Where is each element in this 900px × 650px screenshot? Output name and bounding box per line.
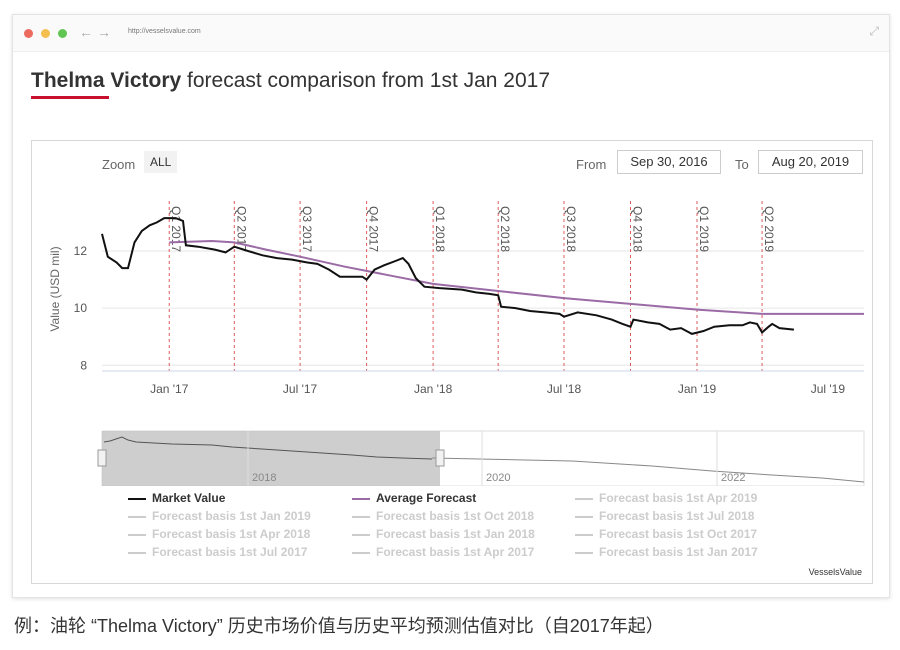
quarter-marker-label: Q2 2017	[234, 206, 248, 252]
quarter-marker-label: Q3 2017	[300, 206, 314, 252]
legend-label: Forecast basis 1st Apr 2018	[152, 527, 311, 541]
x-tick-label: Jul '19	[811, 382, 846, 396]
legend-line-icon	[128, 497, 146, 500]
navigator-label: 2018	[252, 472, 276, 484]
minimize-window-dot[interactable]	[41, 29, 50, 38]
legend-line-icon	[352, 497, 370, 500]
navigator-series	[103, 436, 433, 460]
x-tick-label: Jan '18	[414, 382, 453, 396]
y-tick-label: 12	[74, 244, 88, 258]
x-tick-label: Jan '17	[150, 382, 189, 396]
legend-line-icon	[575, 533, 593, 536]
forward-arrow-icon[interactable]: →	[97, 24, 111, 40]
quarter-marker-label: Q1 2018	[433, 206, 447, 252]
navigator-label: 2020	[486, 472, 510, 484]
legend-label: Forecast basis 1st Apr 2019	[599, 491, 758, 505]
title-underline	[31, 96, 109, 99]
title-rest: forecast comparison from 1st Jan 2017	[187, 69, 551, 92]
legend-line-icon	[575, 551, 593, 554]
y-tick-label: 8	[80, 358, 87, 372]
legend-label: Forecast basis 1st Oct 2017	[599, 527, 758, 541]
legend-line-icon	[128, 533, 146, 536]
legend-item[interactable]: Forecast basis 1st Jan 2019	[128, 509, 311, 523]
to-date-input[interactable]: Aug 20, 2019	[758, 150, 863, 174]
legend-item[interactable]: Forecast basis 1st Jul 2017	[128, 545, 307, 559]
navigator-left-handle[interactable]	[97, 449, 107, 467]
chart-panel: Zoom ALL From Sep 30, 2016 To Aug 20, 20…	[31, 140, 873, 584]
quarter-marker-label: Q1 2017	[169, 206, 183, 252]
legend-item[interactable]: Forecast basis 1st Apr 2017	[352, 545, 534, 559]
legend-item[interactable]: Forecast basis 1st Oct 2017	[575, 527, 757, 541]
quarter-marker-label: Q2 2019	[762, 206, 776, 252]
url-bar[interactable]: http://vesselsvalue.com	[128, 28, 201, 35]
browser-toolbar: ← → http://vesselsvalue.com ⤢	[13, 15, 889, 52]
back-arrow-icon[interactable]: ←	[79, 24, 93, 40]
quarter-marker-label: Q3 2018	[564, 206, 578, 252]
legend-line-icon	[352, 551, 370, 554]
navigator-selected-range[interactable]	[102, 431, 440, 486]
x-tick-label: Jan '19	[678, 382, 717, 396]
main-chart[interactable]: Q1 2017 Q2 2017 Q3 2017 Q4 2017 Q1 2018 Q2 20…	[32, 141, 872, 486]
series-line-market-value[interactable]	[101, 217, 795, 335]
legend-label: Forecast basis 1st Jan 2019	[152, 509, 311, 523]
quarter-marker-label: Q2 2018	[498, 206, 512, 252]
legend-line-icon	[352, 533, 370, 536]
to-label: To	[735, 157, 749, 172]
legend-item[interactable]: Forecast basis 1st Jul 2018	[575, 509, 754, 523]
from-label: From	[576, 157, 607, 172]
legend-item[interactable]: Forecast basis 1st Oct 2018	[352, 509, 534, 523]
maximize-window-dot[interactable]	[58, 29, 67, 38]
quarter-marker-label: Q4 2017	[367, 206, 381, 252]
vesselsvalue-credit: VesselsValue	[808, 567, 862, 577]
legend-line-icon	[128, 515, 146, 518]
y-axis-label: Value (USD mil)	[48, 246, 62, 331]
browser-window: ← → http://vesselsvalue.com ⤢ Thelma Vic…	[12, 14, 890, 598]
legend-item[interactable]: Forecast basis 1st Apr 2019	[575, 491, 757, 505]
quarter-marker-label: Q1 2019	[697, 206, 711, 252]
legend-line-icon	[575, 497, 593, 500]
y-tick-label: 10	[74, 301, 88, 315]
navigator[interactable]: 2018 2020 2022	[97, 430, 865, 486]
navigator-label: 2022	[721, 472, 745, 484]
navigator-right-handle[interactable]	[435, 449, 445, 467]
close-window-dot[interactable]	[24, 29, 33, 38]
expand-icon[interactable]: ⤢	[869, 24, 879, 38]
legend-line-icon	[128, 551, 146, 554]
quarter-marker-label: Q4 2018	[630, 206, 644, 252]
navigator-forecast-series	[431, 457, 865, 483]
legend-label: Forecast basis 1st Jul 2017	[152, 545, 308, 559]
legend-item[interactable]: Average Forecast	[352, 491, 476, 505]
figure-caption: 例：油轮 “Thelma Victory” 历史市场价值与历史平均预测估值对比（…	[14, 616, 664, 636]
zoom-label: Zoom	[102, 157, 136, 172]
legend-label: Forecast basis 1st Jan 2017	[599, 545, 758, 559]
legend-label: Market Value	[152, 491, 226, 505]
zoom-all-button[interactable]: ALL	[144, 151, 178, 173]
legend-label: Forecast basis 1st Jan 2018	[376, 527, 535, 541]
x-tick-label: Jul '17	[283, 382, 318, 396]
legend-item[interactable]: Forecast basis 1st Apr 2018	[128, 527, 310, 541]
legend-line-icon	[575, 515, 593, 518]
legend-label: Forecast basis 1st Oct 2018	[376, 509, 535, 523]
page-title: Thelma Victory forecast comparison from …	[31, 69, 550, 93]
legend-line-icon	[352, 515, 370, 518]
legend-item[interactable]: Market Value	[128, 491, 225, 505]
legend-label: Forecast basis 1st Apr 2017	[376, 545, 535, 559]
series-line-average-forecast[interactable]	[169, 239, 864, 315]
legend-label: Forecast basis 1st Jul 2018	[599, 509, 755, 523]
legend-item[interactable]: Forecast basis 1st Jan 2017	[575, 545, 758, 559]
legend-label: Average Forecast	[376, 491, 477, 505]
from-date-input[interactable]: Sep 30, 2016	[617, 150, 721, 174]
vessel-name: Thelma Victory	[31, 69, 182, 92]
legend-item[interactable]: Forecast basis 1st Jan 2018	[352, 527, 535, 541]
x-tick-label: Jul '18	[547, 382, 582, 396]
